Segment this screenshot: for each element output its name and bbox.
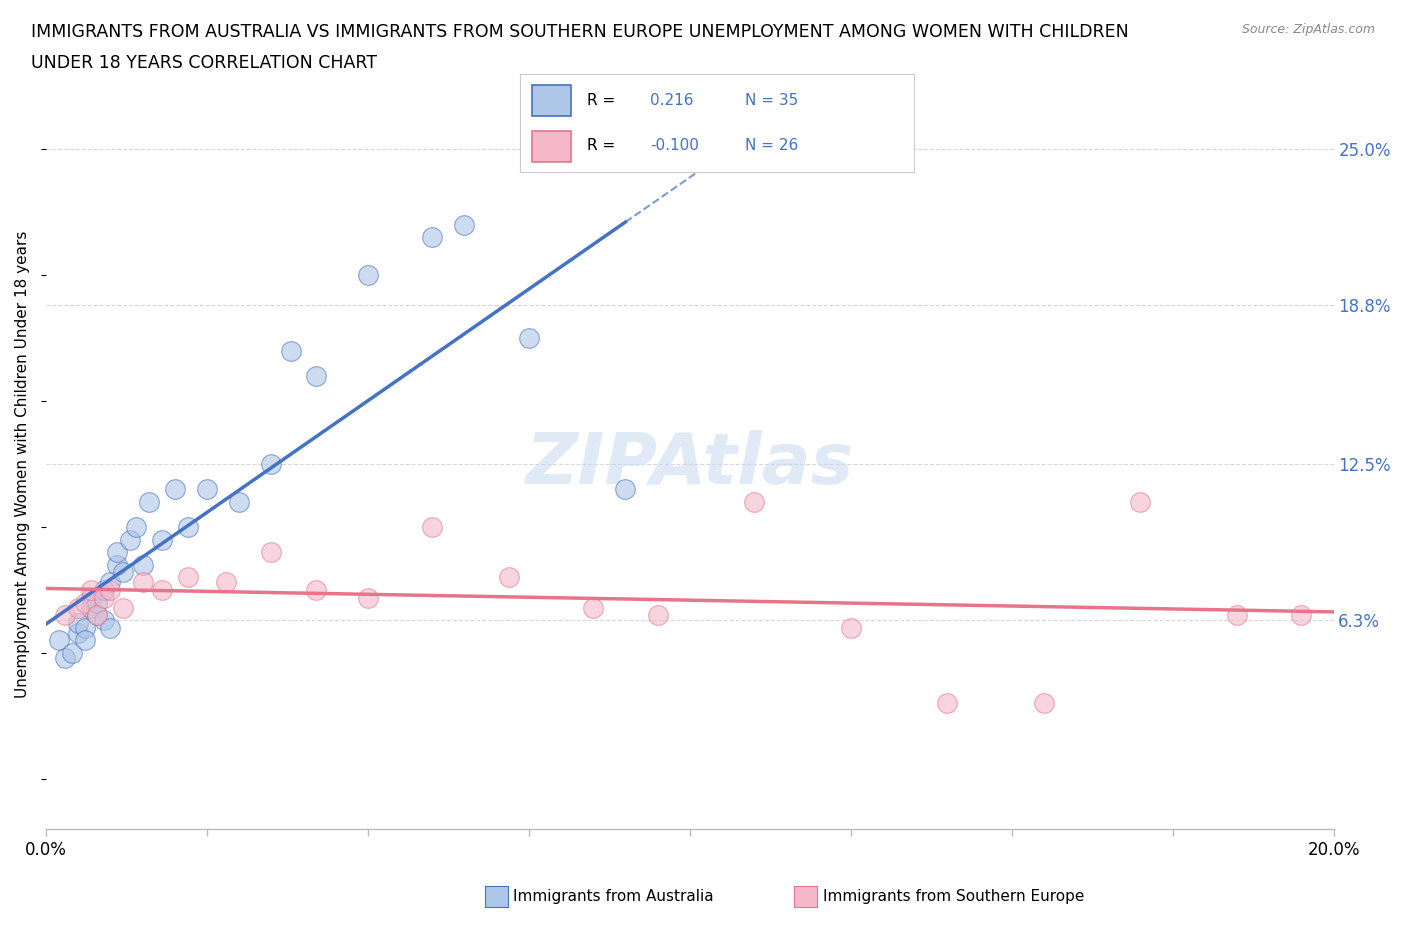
- Point: [453, 218, 475, 232]
- Point: [86, 608, 108, 623]
- Text: R =: R =: [588, 93, 616, 108]
- Point: [73, 633, 96, 648]
- Point: [98, 620, 121, 635]
- Point: [73, 595, 96, 610]
- Text: N = 26: N = 26: [745, 139, 797, 153]
- Point: [138, 495, 160, 510]
- Point: [305, 582, 328, 597]
- Point: [67, 616, 90, 631]
- Point: [195, 482, 218, 497]
- Point: [53, 651, 76, 666]
- Point: [647, 608, 669, 623]
- Point: [112, 565, 135, 579]
- Point: [118, 532, 141, 547]
- Point: [80, 600, 103, 615]
- Point: [498, 570, 520, 585]
- Point: [260, 457, 283, 472]
- Point: [80, 591, 103, 605]
- Point: [228, 495, 250, 510]
- Text: Immigrants from Australia: Immigrants from Australia: [513, 889, 714, 904]
- Point: [67, 600, 90, 615]
- Point: [112, 600, 135, 615]
- Point: [163, 482, 186, 497]
- Point: [260, 545, 283, 560]
- Text: -0.100: -0.100: [650, 139, 699, 153]
- Point: [98, 575, 121, 590]
- Text: ZIPAtlas: ZIPAtlas: [526, 430, 853, 498]
- Point: [1129, 495, 1152, 510]
- Point: [53, 608, 76, 623]
- Text: R =: R =: [588, 139, 616, 153]
- Text: IMMIGRANTS FROM AUSTRALIA VS IMMIGRANTS FROM SOUTHERN EUROPE UNEMPLOYMENT AMONG : IMMIGRANTS FROM AUSTRALIA VS IMMIGRANTS …: [31, 23, 1129, 41]
- Point: [60, 645, 83, 660]
- Point: [98, 582, 121, 597]
- Point: [131, 575, 153, 590]
- Point: [93, 613, 115, 628]
- Point: [517, 331, 540, 346]
- FancyBboxPatch shape: [531, 86, 571, 116]
- Point: [582, 600, 605, 615]
- FancyBboxPatch shape: [531, 131, 571, 163]
- Point: [73, 620, 96, 635]
- Point: [357, 591, 380, 605]
- Point: [176, 570, 198, 585]
- Point: [742, 495, 765, 510]
- Point: [936, 696, 959, 711]
- Point: [93, 591, 115, 605]
- Point: [1291, 608, 1313, 623]
- Point: [150, 532, 173, 547]
- Point: [614, 482, 637, 497]
- Point: [420, 230, 443, 245]
- Point: [1226, 608, 1249, 623]
- Point: [93, 582, 115, 597]
- Point: [86, 595, 108, 610]
- Point: [839, 620, 862, 635]
- Point: [86, 608, 108, 623]
- Point: [176, 520, 198, 535]
- Text: Source: ZipAtlas.com: Source: ZipAtlas.com: [1241, 23, 1375, 36]
- Point: [48, 633, 70, 648]
- Point: [1032, 696, 1054, 711]
- Point: [280, 343, 302, 358]
- Point: [80, 582, 103, 597]
- Point: [305, 368, 328, 383]
- Point: [215, 575, 238, 590]
- Text: Immigrants from Southern Europe: Immigrants from Southern Europe: [823, 889, 1084, 904]
- Point: [105, 545, 128, 560]
- Y-axis label: Unemployment Among Women with Children Under 18 years: Unemployment Among Women with Children U…: [15, 231, 30, 698]
- Point: [357, 268, 380, 283]
- Point: [125, 520, 148, 535]
- Point: [420, 520, 443, 535]
- Point: [67, 625, 90, 640]
- Text: N = 35: N = 35: [745, 93, 797, 108]
- Point: [131, 557, 153, 572]
- Point: [150, 582, 173, 597]
- Text: 0.216: 0.216: [650, 93, 693, 108]
- Point: [105, 557, 128, 572]
- Text: UNDER 18 YEARS CORRELATION CHART: UNDER 18 YEARS CORRELATION CHART: [31, 54, 377, 72]
